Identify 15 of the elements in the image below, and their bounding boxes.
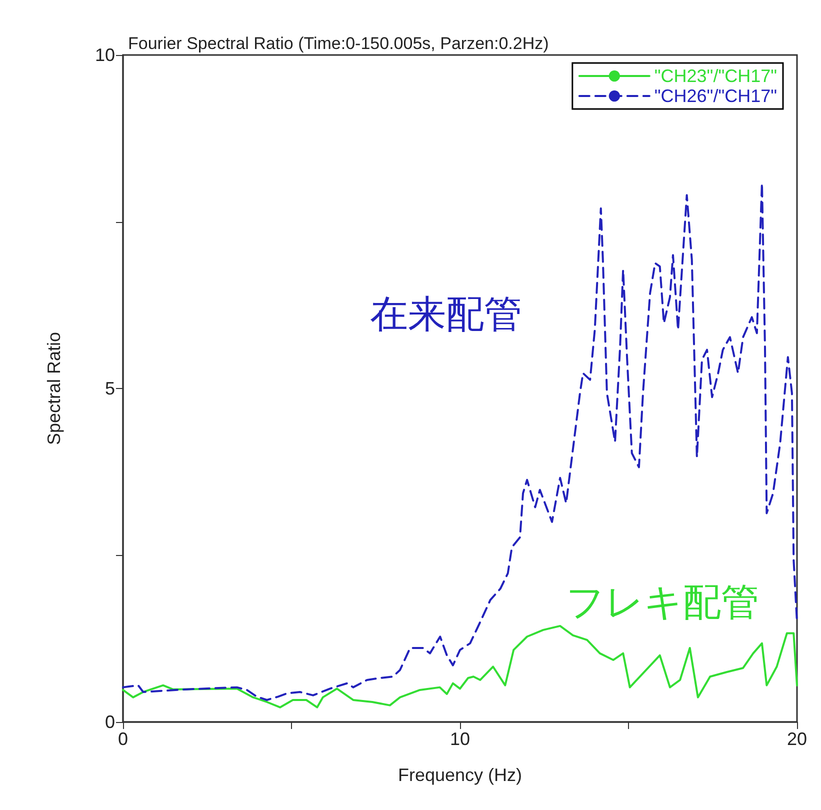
x-axis-title: Frequency (Hz) bbox=[398, 765, 522, 785]
y-tick-label: 5 bbox=[104, 378, 115, 398]
line-series bbox=[122, 624, 798, 708]
y-tick-label: 0 bbox=[104, 712, 115, 732]
annotation: フレキ配管 bbox=[566, 582, 759, 624]
line-series bbox=[122, 182, 798, 701]
x-tick-label: 20 bbox=[786, 729, 808, 749]
legend-label: "CH26"/"CH17" bbox=[654, 86, 778, 106]
x-tick-label: 0 bbox=[118, 729, 128, 749]
chart-title: Fourier Spectral Ratio (Time:0-150.005s, Parzen:0.2Hz) bbox=[128, 34, 549, 53]
x-tick-label: 10 bbox=[450, 729, 470, 749]
legend-label: "CH23"/"CH17" bbox=[654, 66, 778, 86]
y-axis-title: Spectral Ratio bbox=[44, 332, 64, 446]
annotation: 在来配管 bbox=[370, 294, 522, 336]
y-tick-label: 10 bbox=[94, 45, 115, 65]
